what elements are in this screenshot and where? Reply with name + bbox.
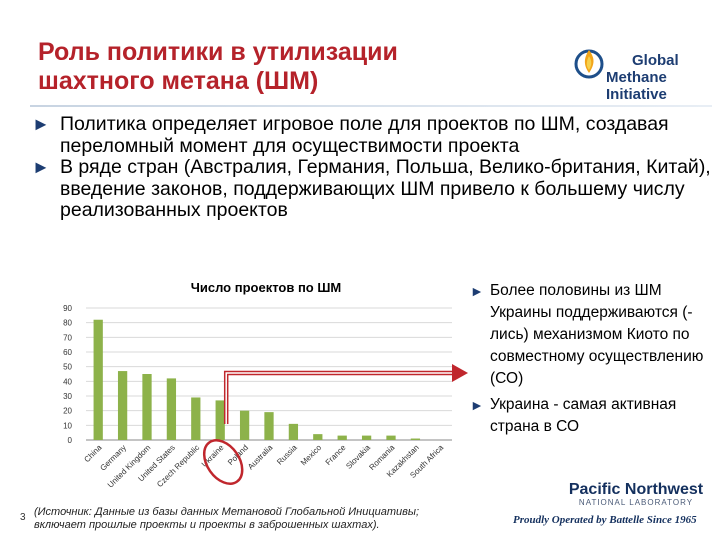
callout-line [223,370,454,424]
y-tick-label: 80 [63,319,72,328]
bar-mexico [313,434,323,440]
pnnl-logo: Pacific Northwest NATIONAL LABORATORY [556,482,716,508]
bullet-text: В ряде стран (Австралия, Германия, Польш… [60,156,711,221]
y-tick-label: 70 [63,333,72,342]
side-bullet-text: Более половины из ШМ Украины поддерживаю… [490,282,704,387]
side-bullet-text: Украина - самая активная страна в СО [490,396,677,435]
bullet-text: Политика определяет игровое поле для про… [60,113,669,157]
y-tick-label: 50 [63,363,72,372]
side-bullet-list: ► Более половины из ШМ Украины поддержив… [470,280,715,438]
global-methane-initiative-logo-icon [574,49,604,79]
bullet-item: ► В ряде стран (Австралия, Германия, Пол… [32,156,712,222]
bullet-arrow-icon: ► [32,157,50,177]
pnnl-name: Pacific Northwest [568,481,704,498]
logo-line-2: Methane Initiative [606,69,667,103]
bar-romania [386,435,396,440]
chart-title: Число проектов по ШМ [191,280,342,295]
slide-number: 3 [20,512,26,523]
side-bullet-item: ► Более половины из ШМ Украины поддержив… [470,280,715,390]
logo-line-1: Global [632,52,679,69]
title-line-2: шахтного метана (ШМ) [38,67,319,95]
bullet-arrow-icon: ► [470,283,484,299]
ukraine-highlight-ellipse [202,439,244,485]
title-divider [30,105,712,107]
battelle-tagline: Proudly Operated by Battelle Since 1965 [513,514,697,526]
y-tick-label: 60 [63,348,72,357]
ukraine-callout-arrow [202,364,468,485]
y-tick-label: 10 [63,421,72,430]
bar-china [93,319,103,440]
bar-slovakia [361,435,372,440]
bar-united-kingdom [142,374,152,440]
x-tick-label: Russia [275,443,299,467]
callout-arrowhead-icon [452,364,468,382]
x-tick-label: Mexico [299,443,324,468]
y-tick-label: 30 [63,392,72,401]
title-line-1: Роль политики в утилизации [38,38,398,66]
y-tick-label: 40 [63,377,72,386]
bullet-arrow-icon: ► [32,114,50,134]
bullet-arrow-icon: ► [470,397,484,413]
bar-poland [239,410,250,440]
source-line-2: включает прошлые проекты и проекты в заб… [34,519,380,531]
side-bullet-item: ► Украина - самая активная страна в СО [470,394,715,438]
chart-bars [93,319,421,440]
pnnl-subtitle: NATIONAL LABORATORY [578,498,694,507]
bar-kazakhstan [410,438,421,440]
x-tick-label: United Kingdom [106,443,153,490]
bullet-item: ► Политика определяет игровое поле для п… [32,113,712,157]
x-tick-label: Czech Republic [155,443,201,489]
bar-france [337,435,347,440]
bar-germany [117,371,128,440]
bar-russia [288,423,299,440]
x-tick-label: China [82,443,104,465]
source-line-1: (Источник: Данные из базы данных Метанов… [34,506,420,518]
main-bullet-list: ► Политика определяет игровое поле для п… [32,113,712,222]
y-tick-label: 20 [63,407,72,416]
chart-y-axis: 0 10 20 30 40 50 60 70 80 90 [63,304,72,445]
callout-line-inner [225,372,454,424]
bar-ukraine [215,400,225,440]
bar-united-states [166,378,177,440]
logo-text: Global Methane Initiative [606,52,718,103]
bar-czech-republic [191,397,201,440]
x-tick-label: Australia [246,443,275,472]
source-note: (Источник: Данные из базы данных Метанов… [34,506,484,532]
y-tick-label: 0 [68,436,73,445]
y-tick-label: 90 [63,304,72,313]
page-title: Роль политики в утилизации шахтного мета… [38,38,558,96]
bar-australia [264,412,274,440]
